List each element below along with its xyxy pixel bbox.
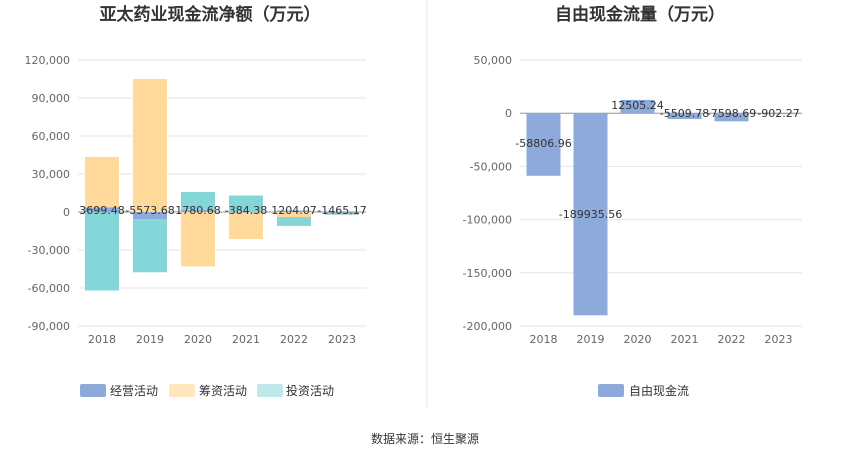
- legend-label-investing: 投资活动: [286, 383, 334, 398]
- x-tick-label: 2022: [718, 333, 746, 346]
- free-cash-flow-chart-title: 自由现金流量（万元）: [555, 4, 725, 25]
- bar-投资活动-2019: [133, 219, 167, 273]
- x-tick-label: 2022: [280, 333, 308, 346]
- right-x-axis: 2018 2019 2020 2021 2022 2023: [530, 333, 793, 346]
- data-label: 12505.24: [611, 99, 664, 112]
- bar-经营活动-2018: [85, 207, 119, 212]
- bar-投资活动-2022: [277, 217, 311, 226]
- bar-自由现金流-2022: [714, 113, 749, 122]
- x-tick-label: 2023: [765, 333, 793, 346]
- legend-swatch-investing: [257, 384, 283, 397]
- x-tick-label: 2019: [577, 333, 605, 346]
- right-legend: 自由现金流: [598, 383, 689, 398]
- bar-自由现金流-2021: [667, 113, 702, 120]
- data-label: -5573.68: [125, 204, 174, 217]
- left-bars: [85, 79, 359, 291]
- bar-投资活动-2021: [229, 195, 263, 212]
- legend-swatch-operating: [80, 384, 106, 397]
- bar-投资活动-2020: [181, 192, 215, 210]
- y-tick-label: -50,000: [470, 160, 512, 173]
- x-tick-label: 2019: [136, 333, 164, 346]
- y-tick-label: 0: [63, 206, 70, 219]
- right-gridlines: [520, 59, 802, 327]
- left-legend: 经营活动 筹资活动 投资活动: [80, 383, 334, 398]
- bar-筹资活动-2022: [277, 212, 311, 218]
- data-label: -384.38: [225, 204, 267, 217]
- y-tick-label: -100,000: [463, 214, 512, 227]
- bar-自由现金流-2023: [761, 113, 796, 115]
- y-tick-label: -60,000: [28, 282, 70, 295]
- data-label: -189935.56: [559, 208, 622, 221]
- legend-swatch-financing: [169, 384, 195, 397]
- left-gridlines: [78, 59, 366, 327]
- data-label: 3699.48: [79, 204, 125, 217]
- y-tick-label: -30,000: [28, 244, 70, 257]
- bar-经营活动-2021: [229, 212, 263, 213]
- y-tick-label: -90,000: [28, 320, 70, 333]
- y-tick-label: 30,000: [32, 168, 71, 181]
- bar-经营活动-2019: [133, 212, 167, 220]
- right-y-axis: 50,000 0 -50,000 -100,000 -150,000 -200,000: [463, 54, 512, 333]
- bar-经营活动-2023: [325, 212, 359, 214]
- data-source-note: 数据来源：恒生聚源: [371, 431, 479, 446]
- data-label: -5509.78: [660, 107, 709, 120]
- y-tick-label: -200,000: [463, 320, 512, 333]
- x-tick-label: 2020: [184, 333, 212, 346]
- left-y-axis: 120,000 90,000 60,000 30,000 0 -30,000 -60,000…: [25, 54, 71, 333]
- data-label: -7598.69: [707, 107, 756, 120]
- y-tick-label: -150,000: [463, 267, 512, 280]
- legend-label-financing: 筹资活动: [199, 384, 247, 398]
- y-tick-label: 0: [505, 107, 512, 120]
- left-x-axis: 2018 2019 2020 2021 2022 2023: [88, 333, 356, 346]
- legend-swatch-free-cash-flow: [598, 384, 624, 397]
- x-tick-label: 2018: [530, 333, 558, 346]
- bar-自由现金流-2020: [620, 99, 655, 114]
- right-bars: [526, 99, 796, 316]
- y-tick-label: 60,000: [32, 130, 71, 143]
- net-cash-flow-chart: 亚太药业现金流净额（万元） 120,000 90,000 60,000 30,000 0…: [25, 4, 367, 398]
- legend-label-free-cash-flow: 自由现金流: [629, 383, 689, 398]
- data-label: 1204.07: [271, 204, 317, 217]
- bar-投资活动-2018: [85, 212, 119, 291]
- data-label: -902.27: [757, 107, 799, 120]
- free-cash-flow-chart: 自由现金流量（万元） 50,000 0 -50,000 -100,000 -150,00…: [463, 4, 802, 398]
- y-tick-label: 50,000: [474, 54, 513, 67]
- x-tick-label: 2021: [671, 333, 699, 346]
- bar-筹资活动-2021: [229, 212, 263, 240]
- bar-筹资活动-2023: [325, 213, 359, 215]
- bar-自由现金流-2019: [573, 113, 608, 316]
- right-data-labels: -58806.96 -189935.56 12505.24-5509.78-7598…: [515, 99, 799, 221]
- legend-label-operating: 经营活动: [110, 384, 158, 398]
- bar-筹资活动-2018: [85, 156, 119, 208]
- bar-筹资活动-2020: [181, 212, 215, 267]
- y-tick-label: 120,000: [25, 54, 71, 67]
- data-label: -58806.96: [515, 137, 571, 150]
- left-data-labels: 3699.48 -5573.68 1780.68 -384.38 1204.07 -146…: [79, 204, 366, 217]
- x-tick-label: 2018: [88, 333, 116, 346]
- bar-投资活动-2023: [325, 214, 359, 215]
- x-tick-label: 2021: [232, 333, 260, 346]
- y-tick-label: 90,000: [32, 92, 71, 105]
- bar-经营活动-2020: [181, 209, 215, 212]
- bar-经营活动-2022: [277, 210, 311, 212]
- net-cash-flow-chart-title: 亚太药业现金流净额（万元）: [100, 4, 321, 25]
- x-tick-label: 2020: [624, 333, 652, 346]
- data-label: -1465.17: [317, 204, 366, 217]
- x-tick-label: 2023: [328, 333, 356, 346]
- bar-筹资活动-2019: [133, 79, 167, 212]
- bar-自由现金流-2018: [526, 113, 561, 176]
- data-label: 1780.68: [175, 204, 221, 217]
